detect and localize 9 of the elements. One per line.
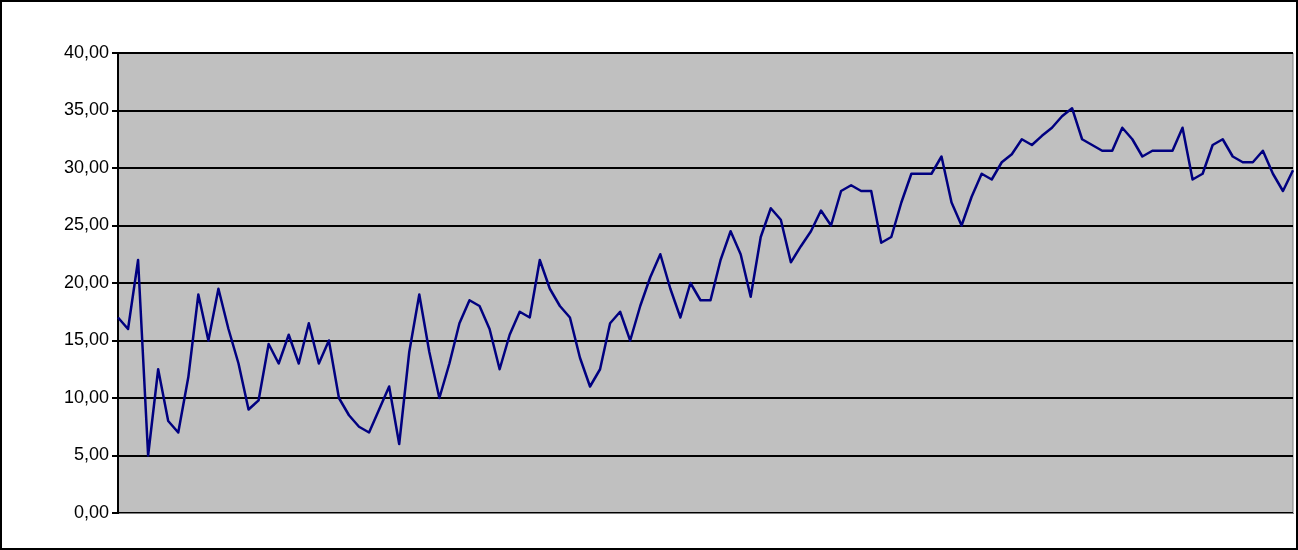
y-tick-label: 25,00 [63, 214, 109, 235]
y-tick-label: 35,00 [63, 99, 109, 120]
y-tick-label: 15,00 [63, 329, 109, 350]
y-tick-label: 10,00 [63, 386, 109, 407]
y-tick-label: 0,00 [73, 501, 109, 522]
y-tick-label: 40,00 [63, 41, 109, 62]
y-tick-label: 5,00 [73, 444, 109, 465]
y-tick-label: 20,00 [63, 271, 109, 292]
y-tick-label: 30,00 [63, 156, 109, 177]
